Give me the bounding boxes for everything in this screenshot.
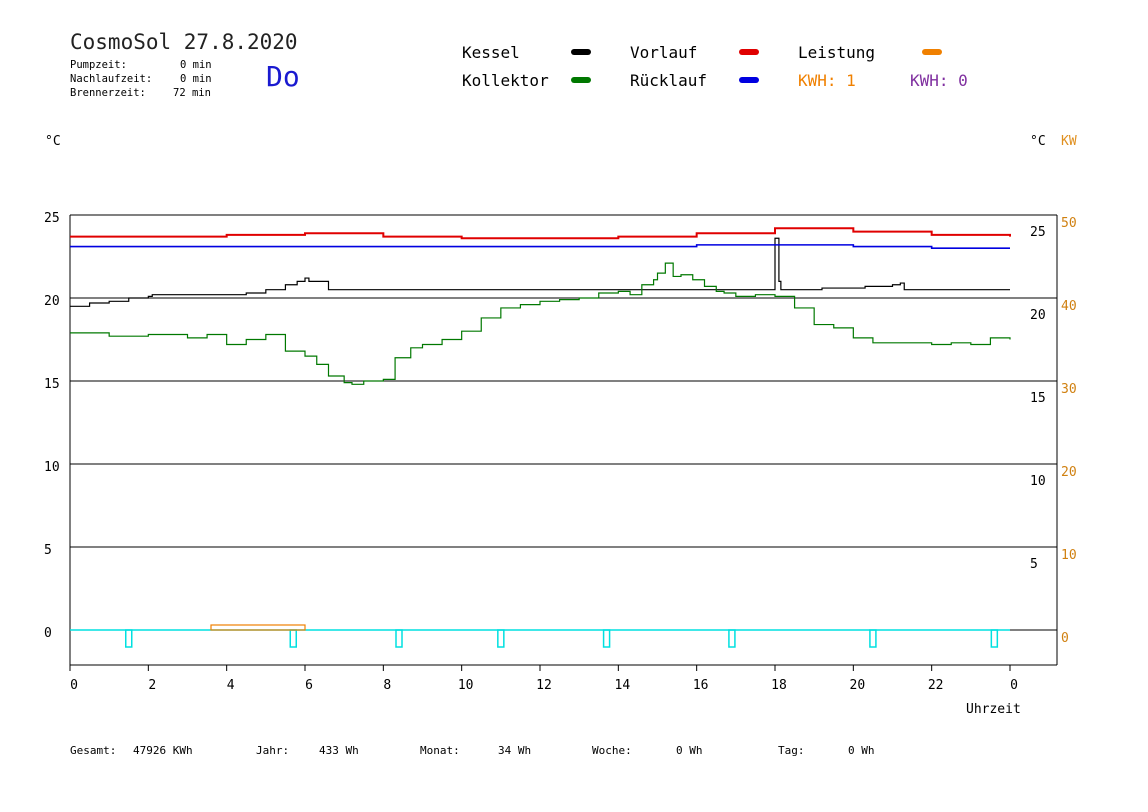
footer-gesamt-label: Gesamt: (70, 744, 117, 757)
legend-swatch-kollektor (571, 77, 591, 83)
legend-kwh2-label: KWH: 0 (910, 71, 968, 90)
legend-leistung-label: Leistung (798, 43, 876, 62)
footer-monat-value: 34 Wh (498, 744, 532, 757)
legend-swatch-leistung (922, 49, 942, 55)
left-axis-unit: °C (45, 134, 61, 149)
right-tick-label: 20 (1030, 308, 1046, 323)
pump-marker (289, 629, 297, 648)
x-tick-label: 0 (1010, 678, 1018, 693)
footer-tag-value: 0 Wh (848, 744, 875, 757)
right2-tick-label: 30 (1061, 382, 1077, 397)
pump-marker (497, 629, 505, 648)
right-tick-label: 5 (1030, 557, 1038, 572)
right-tick-label: 15 (1030, 391, 1046, 406)
x-tick-label: 8 (383, 678, 391, 693)
series-line-kollektor (70, 262, 1011, 385)
right-tick-label: 25 (1030, 225, 1046, 240)
footer-jahr-value: 433 Wh (319, 744, 359, 757)
right2-tick-label: 10 (1061, 548, 1077, 563)
brenner-time-value: 72 min (173, 87, 211, 99)
left-tick-label: 25 (44, 211, 60, 226)
pump-time-value: 0 min (180, 59, 212, 71)
x-tick-label: 4 (227, 678, 235, 693)
series-line-vorlauf (70, 227, 1011, 240)
legend-kwh1-label: KWH: 1 (798, 71, 856, 90)
nachlauf-time-label: Nachlaufzeit: (70, 73, 153, 85)
x-tick-label: 18 (771, 678, 787, 693)
right-tick-label: 10 (1030, 474, 1046, 489)
x-tick-label: 12 (536, 678, 552, 693)
x-tick-label: 20 (850, 678, 866, 693)
legend-kollektor-label: Kollektor (462, 71, 549, 90)
x-tick-label: 14 (615, 678, 631, 693)
pump-marker (125, 629, 133, 648)
pump-marker (602, 629, 611, 648)
series-line-rücklauf (70, 244, 1010, 249)
brenner-time-label: Brennerzeit: (70, 87, 146, 99)
legend-ruecklauf-label: Rücklauf (630, 71, 708, 90)
footer-gesamt-value: 47926 KWh (133, 744, 193, 757)
right-axis-unit: °C (1030, 134, 1046, 149)
left-tick-label: 0 (44, 626, 52, 641)
legend-vorlauf-label: Vorlauf (630, 43, 698, 62)
leistung-bar (210, 624, 306, 631)
page-title: CosmoSol 27.8.2020 (70, 30, 298, 54)
x-tick-label: 16 (693, 678, 709, 693)
pump-marker (990, 629, 999, 648)
nachlauf-time-value: 0 min (180, 73, 212, 85)
left-tick-label: 5 (44, 543, 52, 558)
x-tick-label: 10 (458, 678, 474, 693)
legend-kessel-label: Kessel (462, 43, 520, 62)
left-tick-label: 20 (44, 294, 60, 309)
x-tick-label: 22 (928, 678, 944, 693)
right2-tick-label: 0 (1061, 631, 1069, 646)
series-line-kessel (70, 237, 1010, 307)
pump-marker (728, 629, 736, 648)
legend-swatch-kessel (571, 49, 591, 55)
footer-jahr-label: Jahr: (256, 744, 290, 757)
left-tick-label: 10 (44, 460, 60, 475)
footer-monat-label: Monat: (420, 744, 460, 757)
x-tick-label: 2 (148, 678, 156, 693)
pump-marker (395, 629, 403, 648)
weekday-label: Do (266, 60, 300, 93)
right2-tick-label: 50 (1061, 216, 1077, 231)
footer-woche-value: 0 Wh (676, 744, 703, 757)
legend-swatch-vorlauf (739, 49, 759, 55)
right2-axis-unit: KW (1061, 134, 1077, 149)
pump-time-label: Pumpzeit: (70, 59, 127, 71)
right2-tick-label: 20 (1061, 465, 1077, 480)
legend-swatch-ruecklauf (739, 77, 759, 83)
footer-tag-label: Tag: (778, 744, 805, 757)
pump-marker (869, 629, 877, 648)
footer-woche-label: Woche: (592, 744, 632, 757)
x-tick-label: 0 (70, 678, 78, 693)
x-tick-label: 6 (305, 678, 313, 693)
x-axis-label: Uhrzeit (966, 702, 1021, 717)
left-tick-label: 15 (44, 377, 60, 392)
right2-tick-label: 40 (1061, 299, 1077, 314)
